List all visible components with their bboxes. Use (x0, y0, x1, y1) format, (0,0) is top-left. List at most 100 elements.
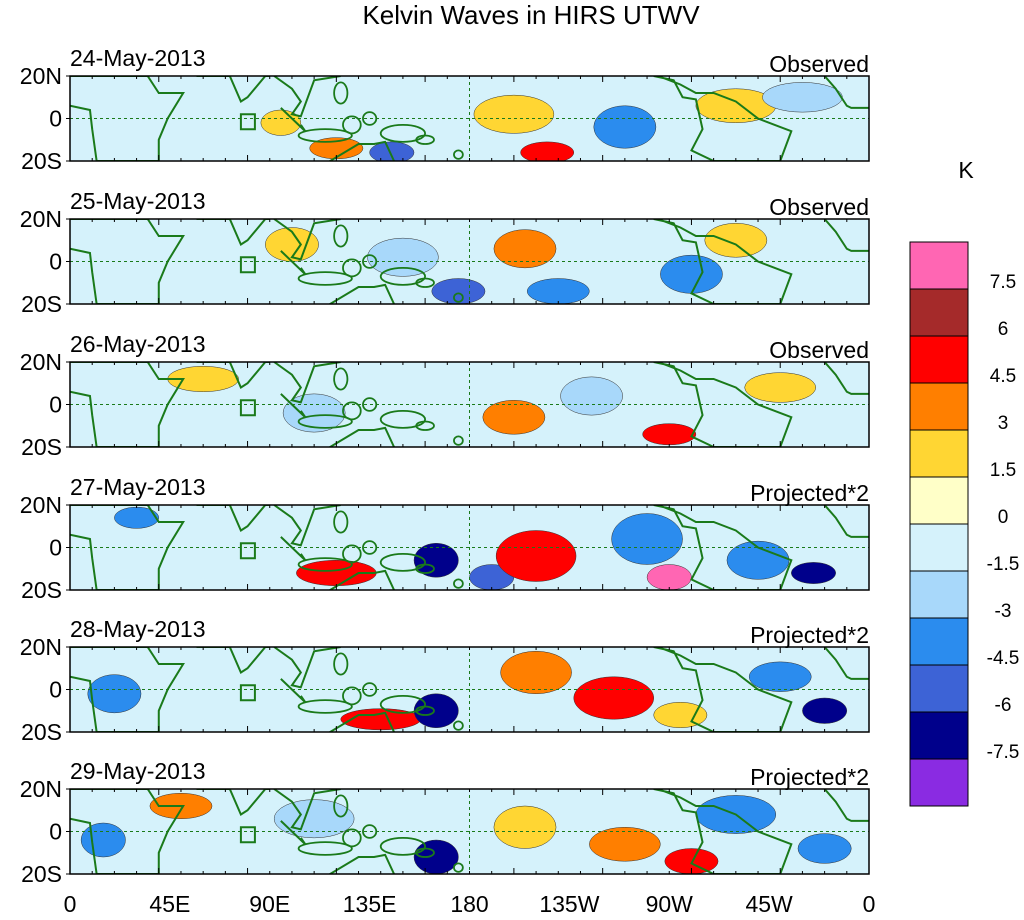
x-axis: 0 45E 90E 135E 180 135W 90W 45W 0 (64, 891, 876, 917)
island-outline (342, 686, 362, 706)
anomaly-contour (367, 237, 439, 277)
y-tick-label: 20N (20, 776, 62, 802)
panel-date: 29-May-2013 (70, 758, 206, 784)
coastline (70, 219, 185, 304)
coastline (823, 789, 869, 822)
x-tick-label: 135W (539, 891, 599, 917)
colorbar-level-label: -7.5 (987, 742, 1020, 763)
anomaly-contour (589, 827, 661, 862)
coastline (273, 76, 341, 118)
anomaly-contour (482, 400, 546, 435)
colorbar-swatch (909, 617, 969, 666)
island-outline (342, 258, 362, 278)
island-outline (333, 367, 349, 391)
colorbar-swatch (909, 476, 969, 525)
anomaly-contour (493, 805, 557, 849)
panel-label: Observed (769, 337, 869, 363)
colorbar-swatch (909, 288, 969, 337)
island-outline (379, 409, 427, 429)
coastline (273, 219, 341, 261)
island-outline (453, 578, 464, 589)
y-tick-label: 20S (21, 577, 62, 603)
region-box (239, 684, 256, 702)
anomaly-contour (473, 94, 555, 134)
island-outline (333, 510, 349, 534)
anomaly-contour (520, 141, 575, 161)
island-outline (342, 401, 362, 421)
island-outline (415, 134, 435, 145)
coastline (653, 505, 793, 590)
region-box (239, 826, 256, 844)
anomaly-contour (573, 676, 654, 720)
island-outline (333, 652, 349, 676)
panel-field (70, 76, 869, 161)
coastline (196, 505, 270, 532)
coastline (320, 426, 395, 447)
panel-field (70, 647, 869, 732)
island-outline (297, 414, 353, 429)
anomaly-contour (500, 651, 572, 694)
coastline (320, 140, 395, 161)
y-tick-label: 20S (21, 861, 62, 887)
panel: 26-May-2013 Observed 20N 0 20S (20, 331, 870, 460)
x-tick-label: 45E (149, 891, 190, 917)
anomaly-contour (413, 543, 459, 578)
island-outline (415, 705, 435, 716)
panel: 24-May-2013 Observed 20N 0 20S (20, 45, 870, 174)
colorbar-swatch (909, 523, 969, 572)
coastline (320, 283, 395, 304)
anomaly-contour (744, 372, 816, 403)
anomaly-contour (797, 833, 852, 864)
coastline (653, 76, 793, 161)
coastline (823, 76, 869, 109)
island-outline (342, 544, 362, 564)
island-outline (453, 435, 464, 446)
x-tick-label: 0 (64, 891, 77, 917)
colorbar-level-label: -1.5 (987, 554, 1020, 575)
coastline (70, 647, 185, 732)
panel-field (70, 219, 869, 304)
coastline (196, 789, 270, 816)
y-tick-label: 20S (21, 148, 62, 174)
island-outline (379, 694, 427, 714)
anomaly-contour (611, 513, 683, 565)
coastline (823, 505, 869, 538)
island-outline (297, 557, 353, 572)
region-box (239, 542, 256, 560)
island-outline (333, 81, 349, 105)
anomaly-contour (80, 822, 126, 858)
colorbar: 7.5 6 4.5 3 1.5 0 -1.5 -3 -4.5 -6 -7.5 (909, 241, 1020, 807)
x-tick-label: 0 (863, 891, 876, 917)
colorbar-swatch (909, 241, 969, 290)
coastline (273, 505, 341, 547)
island-outline (379, 266, 427, 286)
island-outline (333, 794, 349, 818)
panel: 29-May-2013 Projected*2 20N 0 20S (20, 758, 870, 887)
coastline (70, 789, 185, 874)
panel-label: Projected*2 (750, 764, 869, 790)
panels-group: 24-May-2013 Observed 20N 0 20S 25-May-2013 Obs… (20, 45, 870, 887)
colorbar-swatch (909, 664, 969, 713)
panel-label: Observed (769, 194, 869, 220)
y-tick-label: 0 (49, 535, 62, 561)
y-tick-label: 0 (49, 819, 62, 845)
anomaly-contour (273, 799, 355, 839)
panel-date: 25-May-2013 (70, 188, 206, 214)
island-outline (453, 862, 464, 873)
coastline (320, 711, 395, 732)
colorbar-level-label: 3 (998, 413, 1009, 434)
coastline (320, 569, 395, 590)
anomaly-contour (526, 278, 590, 304)
y-tick-label: 20S (21, 291, 62, 317)
island-outline (297, 841, 353, 856)
anomaly-contour (593, 105, 657, 149)
anomaly-contour (642, 423, 697, 446)
colorbar-level-label: 4.5 (990, 366, 1016, 387)
panel-label: Projected*2 (750, 480, 869, 506)
anomaly-contour (260, 109, 302, 136)
anomaly-contour (431, 278, 486, 304)
colorbar-swatch (909, 335, 969, 384)
x-tick-label: 90E (249, 891, 290, 917)
island-outline (297, 699, 353, 714)
